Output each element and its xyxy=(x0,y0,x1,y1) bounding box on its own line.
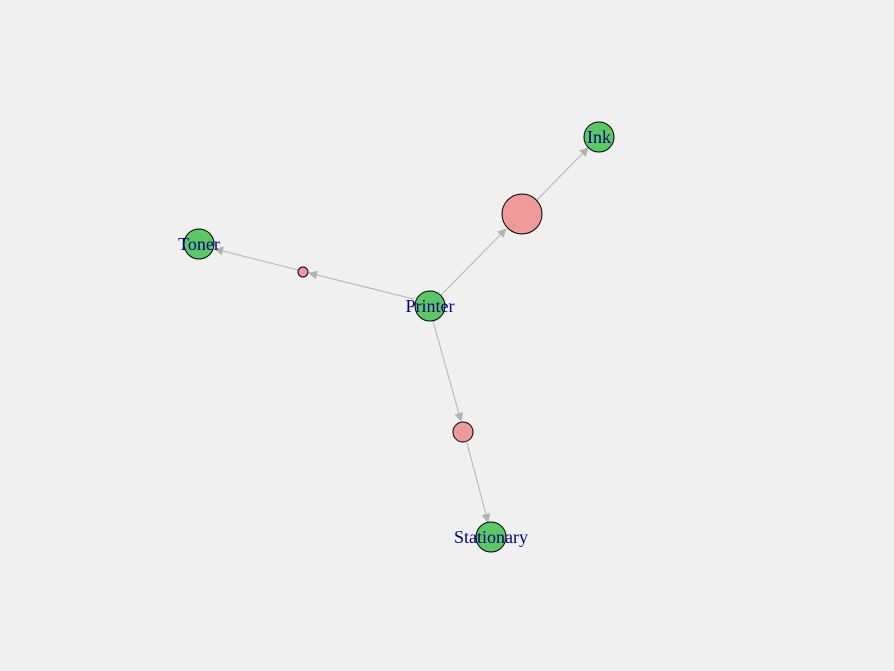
item-node-stationary xyxy=(475,521,507,553)
rule-node-toner xyxy=(297,266,309,278)
edge-rule-stationary-to-stationary xyxy=(466,442,491,523)
item-node-ink xyxy=(583,121,615,153)
item-node-toner xyxy=(183,228,215,260)
edge-rule-toner-to-toner xyxy=(214,246,299,271)
edge-printer-to-rule-toner xyxy=(308,270,415,300)
item-node-printer xyxy=(414,290,446,322)
rule-node-stationary xyxy=(452,421,474,443)
rule-node-ink xyxy=(501,193,543,235)
label-ink: Ink xyxy=(587,127,611,147)
edge-printer-to-rule-stationary xyxy=(432,320,464,422)
edge-printer-to-rule-ink xyxy=(440,228,507,296)
label-printer: Printer xyxy=(406,296,455,316)
label-stationary: Stationary xyxy=(454,527,528,547)
edge-rule-ink-to-ink xyxy=(536,147,589,201)
label-toner: Toner xyxy=(178,234,220,254)
